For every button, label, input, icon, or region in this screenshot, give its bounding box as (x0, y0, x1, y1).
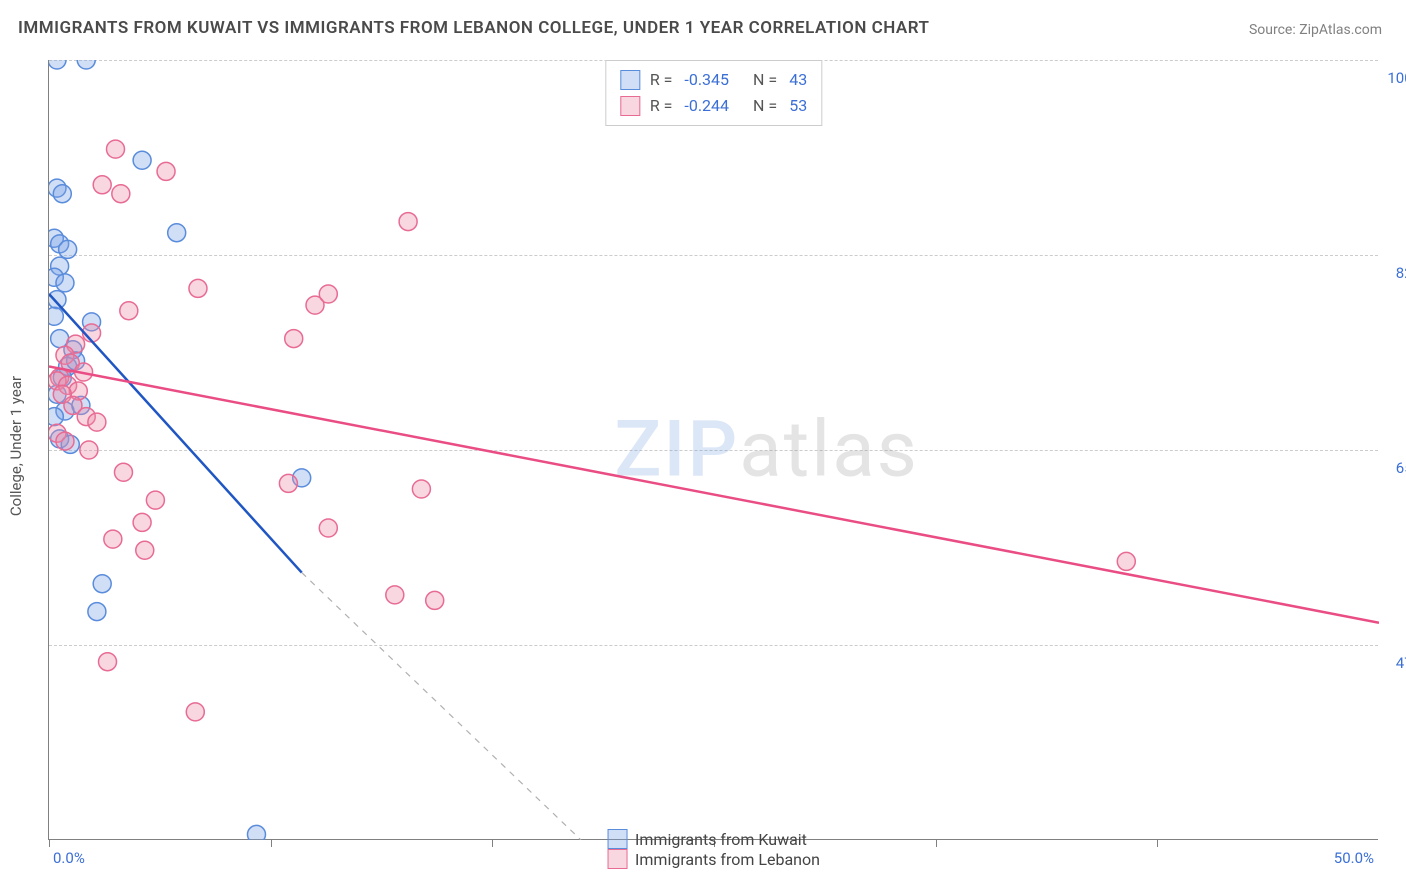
data-point (136, 541, 154, 559)
data-point (285, 330, 303, 348)
correlation-legend: R = -0.345 N = 43 R = -0.244 N = 53 (605, 60, 822, 126)
data-point (104, 530, 122, 548)
scatter-svg (49, 60, 1379, 840)
legend-stat-row: R = -0.244 N = 53 (620, 93, 807, 119)
trend-line (49, 294, 302, 573)
trend-line-extrapolation (302, 573, 581, 840)
legend-swatch (620, 70, 640, 90)
plot-area: 47.5%65.0%82.5%100.0% 0.0% 50.0% ZIPatla… (48, 60, 1378, 840)
data-point (53, 185, 71, 203)
y-tick-label: 82.5% (1380, 264, 1406, 282)
data-point (168, 224, 186, 242)
r-value: -0.244 (684, 93, 729, 119)
r-label: R = (650, 67, 673, 93)
y-axis-label: College, Under 1 year (7, 376, 25, 516)
legend-stat-row: R = -0.345 N = 43 (620, 67, 807, 93)
data-point (77, 60, 95, 69)
data-point (93, 575, 111, 593)
trend-line (49, 366, 1379, 622)
data-point (133, 513, 151, 531)
series-legend: Immigrants from KuwaitImmigrants from Le… (607, 829, 820, 869)
x-tick (492, 839, 493, 847)
legend-swatch (607, 849, 627, 869)
x-axis-end-label: 50.0% (1334, 849, 1374, 867)
x-tick (49, 839, 50, 847)
r-value: -0.345 (684, 67, 729, 93)
data-point (319, 519, 337, 537)
x-tick (1157, 839, 1158, 847)
data-point (1117, 552, 1135, 570)
x-tick (936, 839, 937, 847)
data-point (56, 274, 74, 292)
data-point (133, 151, 151, 169)
data-point (59, 240, 77, 258)
data-point (49, 291, 66, 309)
data-point (49, 60, 66, 69)
data-point (56, 432, 74, 450)
data-point (412, 480, 430, 498)
data-point (49, 408, 63, 426)
data-point (386, 586, 404, 604)
x-axis-start-label: 0.0% (53, 849, 85, 867)
data-point (80, 441, 98, 459)
legend-swatch (620, 96, 640, 116)
data-point (247, 825, 265, 840)
data-point (112, 185, 130, 203)
chart-title: IMMIGRANTS FROM KUWAIT VS IMMIGRANTS FRO… (18, 18, 929, 38)
data-point (88, 413, 106, 431)
data-point (157, 162, 175, 180)
n-label: N = (753, 67, 777, 93)
y-tick-label: 47.5% (1380, 654, 1406, 672)
data-point (114, 463, 132, 481)
data-point (99, 653, 117, 671)
data-point (146, 491, 164, 509)
r-label: R = (650, 93, 673, 119)
data-point (306, 296, 324, 314)
data-point (49, 307, 63, 325)
data-point (189, 279, 207, 297)
data-point (93, 176, 111, 194)
n-label: N = (753, 93, 777, 119)
data-point (88, 603, 106, 621)
legend-series-label: Immigrants from Lebanon (635, 850, 820, 869)
n-value: 53 (789, 93, 807, 119)
data-point (279, 474, 297, 492)
legend-series-item: Immigrants from Kuwait (607, 829, 820, 849)
data-point (186, 703, 204, 721)
data-point (426, 591, 444, 609)
data-point (107, 140, 125, 158)
y-tick-label: 65.0% (1380, 459, 1406, 477)
y-tick-label: 100.0% (1380, 69, 1406, 87)
n-value: 43 (789, 67, 807, 93)
legend-swatch (607, 829, 627, 849)
legend-series-label: Immigrants from Kuwait (635, 830, 807, 849)
data-point (399, 213, 417, 231)
x-tick (271, 839, 272, 847)
data-point (120, 302, 138, 320)
source-attribution: Source: ZipAtlas.com (1249, 22, 1382, 38)
legend-series-item: Immigrants from Lebanon (607, 849, 820, 869)
